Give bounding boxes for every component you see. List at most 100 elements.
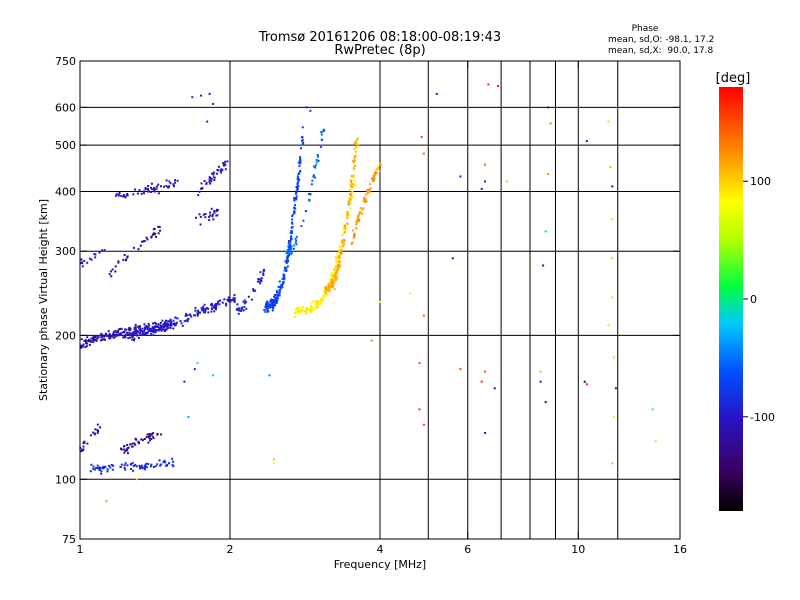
echo-point bbox=[150, 191, 153, 193]
echo-point bbox=[271, 299, 274, 302]
echo-point bbox=[379, 300, 381, 303]
echo-point bbox=[355, 146, 357, 148]
echo-point bbox=[113, 330, 116, 333]
echo-point bbox=[124, 462, 127, 465]
echo-point bbox=[354, 234, 356, 237]
echo-point bbox=[212, 218, 215, 221]
echo-point bbox=[154, 232, 156, 235]
echo-point bbox=[295, 197, 298, 200]
echo-point bbox=[172, 460, 174, 463]
echo-point bbox=[294, 241, 297, 244]
echo-point bbox=[98, 468, 101, 471]
echo-point bbox=[275, 301, 278, 304]
echo-point bbox=[263, 309, 266, 312]
echo-point bbox=[345, 222, 348, 225]
echo-point bbox=[343, 242, 346, 245]
echo-point bbox=[159, 324, 162, 327]
chart-title: Tromsø 20161206 08:18:00-08:19:43 bbox=[258, 30, 501, 45]
echo-point bbox=[145, 236, 148, 239]
echo-point bbox=[198, 213, 201, 216]
echo-point bbox=[348, 197, 351, 200]
echo-point bbox=[317, 155, 319, 158]
echo-point bbox=[293, 244, 296, 247]
echo-point bbox=[154, 331, 157, 334]
echo-point bbox=[238, 307, 241, 310]
echo-point bbox=[312, 174, 315, 177]
echo-point bbox=[215, 214, 218, 217]
echo-point bbox=[324, 289, 326, 292]
echo-point bbox=[213, 305, 215, 308]
echo-point bbox=[353, 157, 356, 160]
echo-point bbox=[108, 333, 111, 335]
echo-point bbox=[278, 291, 281, 294]
stats-heading: Phase bbox=[632, 24, 659, 34]
x-tick-label: 4 bbox=[377, 543, 384, 556]
echo-point bbox=[493, 387, 496, 390]
echo-point bbox=[276, 299, 278, 302]
echo-point bbox=[117, 261, 120, 264]
echo-point bbox=[277, 285, 280, 288]
echo-point bbox=[298, 178, 301, 181]
echo-point bbox=[296, 181, 299, 184]
echo-point bbox=[352, 174, 355, 177]
echo-point bbox=[111, 468, 114, 471]
echo-point bbox=[368, 191, 371, 193]
echo-point bbox=[159, 325, 162, 328]
echo-point bbox=[185, 319, 188, 322]
echo-point bbox=[613, 416, 616, 418]
echo-point bbox=[305, 311, 308, 314]
echo-point bbox=[329, 284, 331, 287]
echo-point bbox=[276, 291, 278, 294]
echo-point bbox=[158, 459, 161, 462]
echo-point bbox=[204, 309, 207, 312]
x-tick-label: 6 bbox=[464, 543, 471, 556]
echo-point bbox=[272, 458, 275, 461]
echo-point bbox=[487, 83, 490, 86]
echo-point bbox=[145, 462, 148, 465]
echo-point bbox=[199, 311, 201, 314]
echo-point bbox=[160, 329, 163, 332]
echo-point bbox=[85, 340, 88, 343]
echo-point bbox=[94, 256, 97, 259]
echo-point bbox=[157, 225, 160, 228]
echo-point bbox=[81, 344, 83, 347]
x-tick-label: 10 bbox=[571, 543, 585, 556]
echo-point bbox=[418, 362, 421, 365]
echo-point bbox=[94, 433, 97, 436]
echo-point bbox=[254, 289, 257, 292]
echo-point bbox=[331, 284, 334, 287]
echo-point bbox=[321, 298, 324, 301]
echo-point bbox=[340, 246, 343, 249]
echo-point bbox=[99, 426, 101, 429]
echo-point bbox=[223, 298, 226, 301]
echo-point bbox=[290, 235, 293, 238]
echo-point bbox=[194, 309, 197, 312]
echo-point bbox=[141, 240, 144, 243]
echo-point bbox=[152, 437, 155, 440]
echo-point bbox=[284, 266, 286, 269]
echo-point bbox=[607, 324, 610, 327]
echo-point bbox=[213, 310, 216, 313]
echo-point bbox=[294, 197, 296, 199]
echo-point bbox=[338, 246, 341, 249]
echo-point bbox=[156, 185, 159, 188]
echo-point bbox=[459, 368, 462, 371]
echo-point bbox=[172, 319, 175, 322]
echo-point bbox=[350, 175, 353, 177]
echo-point bbox=[262, 268, 265, 271]
echo-point bbox=[245, 301, 248, 304]
echo-point bbox=[336, 261, 339, 264]
echo-point bbox=[210, 207, 213, 210]
echo-point bbox=[180, 322, 183, 325]
echo-point bbox=[123, 254, 126, 256]
echo-point bbox=[90, 337, 93, 340]
echo-point bbox=[484, 163, 487, 166]
echo-point bbox=[344, 226, 347, 229]
echo-point bbox=[145, 466, 148, 469]
echo-point bbox=[292, 247, 295, 250]
echo-point bbox=[336, 259, 339, 262]
echo-point bbox=[312, 307, 315, 310]
echo-point bbox=[98, 466, 101, 469]
echo-point bbox=[144, 468, 147, 471]
echo-point bbox=[300, 225, 303, 228]
